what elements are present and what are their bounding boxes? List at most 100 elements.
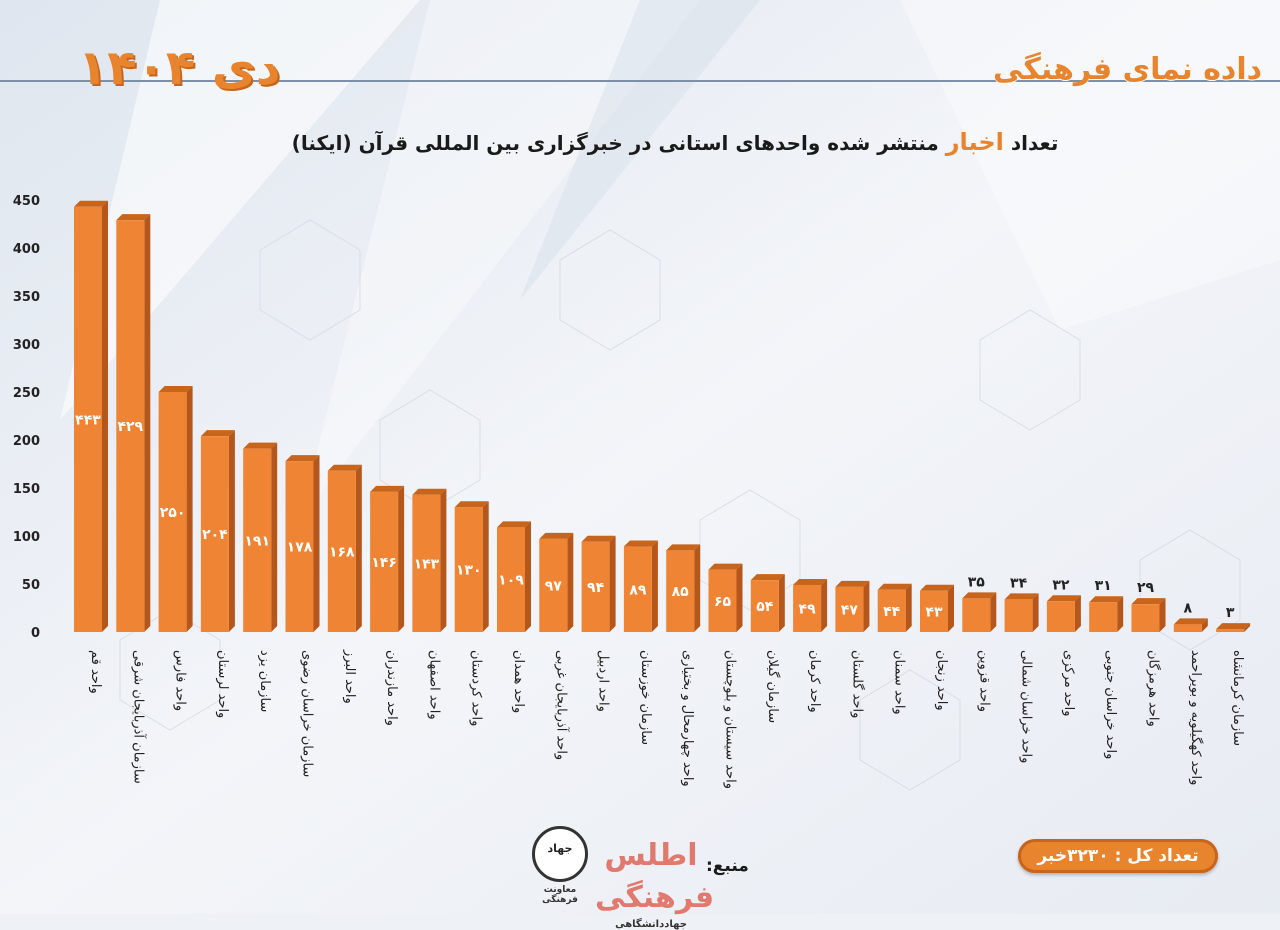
bar-side [694, 544, 701, 632]
y-tick-label: 350 [13, 290, 40, 305]
bar-top [74, 200, 108, 207]
category-label: واحد همدان [511, 650, 526, 713]
bar-value-label: ۸۹ [629, 582, 647, 598]
bar-side [821, 578, 828, 632]
bar-value-label: ۹۴ [587, 580, 605, 596]
atlas-logo-text: اطلس فرهنگی [595, 838, 715, 915]
category-label: سازمان آذربایجان شرقی [130, 650, 147, 784]
title-suffix: منتشر شده واحدهای استانی در خبرگزاری بین… [291, 131, 946, 155]
bar [666, 550, 695, 632]
bar-top [1216, 623, 1251, 630]
bar [962, 598, 991, 632]
bar-value-label: ۳۴ [1010, 575, 1028, 591]
bar-top [158, 386, 193, 392]
y-tick-label: 400 [13, 242, 40, 257]
bar-side [355, 464, 362, 632]
bar-side [102, 200, 108, 632]
bar-value-label: ۱۷۸ [287, 540, 313, 556]
bar-value-label: ۵۴ [756, 599, 774, 615]
category-label: سازمان خراسان رضوی [300, 650, 315, 777]
bar [370, 491, 399, 632]
bar-side [186, 386, 193, 632]
category-label: واحد کهگیلویه و بویراحمد [1188, 650, 1204, 785]
jahad-seal-text: جهاد [547, 842, 573, 855]
bar [581, 541, 610, 632]
bar-top [750, 574, 785, 581]
bar-side [990, 592, 997, 632]
y-tick-label: 250 [13, 386, 40, 401]
bar-value-label: ۴۲۹ [117, 419, 143, 435]
bar-side [948, 584, 954, 632]
source-label: منبع: [706, 856, 749, 876]
bar-side [736, 563, 743, 632]
bar-top [412, 488, 447, 495]
category-label: واحد خراسان جنوبی [1103, 650, 1118, 759]
bar-value-label: ۸ [1184, 600, 1193, 616]
bar-side [271, 442, 278, 632]
brand-title: داده نمای فرهنگی [993, 52, 1262, 87]
category-label: سازمان کرمانشاه [1230, 650, 1245, 746]
bar-value-label: ۲۰۴ [202, 527, 228, 543]
bar-value-label: ۳۲ [1052, 577, 1070, 593]
bar [1131, 604, 1160, 632]
category-label: واحد زنجان [934, 650, 949, 711]
bar-value-label: ۴۴ [883, 604, 901, 620]
bar-side [905, 583, 912, 632]
bar-side [1244, 623, 1251, 632]
bar-side [1201, 618, 1208, 632]
category-label: واحد مازندران [384, 650, 399, 726]
bar-top [200, 430, 235, 437]
bar-value-label: ۳۱ [1095, 578, 1112, 594]
bar [1089, 602, 1118, 632]
bar-top [666, 544, 701, 551]
bar-side [609, 535, 616, 632]
bar [708, 569, 737, 632]
bar-value-label: ۴۴۳ [75, 412, 101, 428]
bar-top [962, 592, 997, 599]
category-label: واحد لرستان [215, 650, 230, 718]
bar [327, 470, 356, 632]
bar [877, 589, 906, 632]
category-label: سازمان گیلان [765, 650, 781, 723]
category-label: واحد البرز [342, 649, 357, 704]
bar [1216, 629, 1245, 632]
category-label: سازمان خوزستان [638, 650, 653, 745]
category-label: واحد فارس [173, 650, 188, 711]
bar-top [1004, 593, 1039, 600]
bar-top [835, 580, 870, 587]
bar [200, 436, 229, 632]
bar-value-label: ۹۷ [545, 578, 563, 594]
category-label: واحد هرمزگان [1146, 650, 1162, 727]
bar-value-label: ۶۵ [714, 594, 732, 610]
category-label: واحد قم [88, 650, 103, 694]
bar-side [144, 214, 151, 632]
bar-value-label: ۲۹ [1137, 580, 1155, 596]
y-tick-label: 100 [13, 530, 40, 545]
title-highlight: اخبار [945, 128, 1004, 156]
bar-side [863, 580, 870, 632]
bar-value-label: ۱۶۸ [329, 544, 355, 560]
bar-top [243, 442, 278, 449]
bar-side [482, 501, 489, 632]
bar-value-label: ۱۴۳ [414, 556, 440, 572]
bar-top [116, 214, 151, 221]
category-label: واحد اردبیل [596, 650, 611, 712]
bar-top [285, 455, 320, 462]
y-tick-label: 200 [13, 434, 40, 449]
category-label: واحد چهارمحال و بختیاری [680, 650, 695, 787]
bar-top [370, 485, 405, 492]
bar-value-label: ۲۵۰ [160, 505, 186, 521]
category-label: واحد کرمان [807, 650, 822, 713]
bar [835, 586, 864, 632]
bar-side [1159, 598, 1166, 632]
category-label: واحد اصفهان [426, 650, 441, 720]
total-count-badge: تعداد کل : ۳۲۳۰خبر [1018, 839, 1218, 873]
category-label: واحد گلستان [849, 650, 865, 718]
bar [750, 580, 779, 632]
bar [623, 546, 652, 632]
bar [1004, 599, 1033, 632]
y-tick-label: 300 [13, 338, 40, 353]
bar-side [651, 540, 658, 632]
atlas-logo: اطلس فرهنگی جهاددانشگاهی [595, 835, 714, 930]
